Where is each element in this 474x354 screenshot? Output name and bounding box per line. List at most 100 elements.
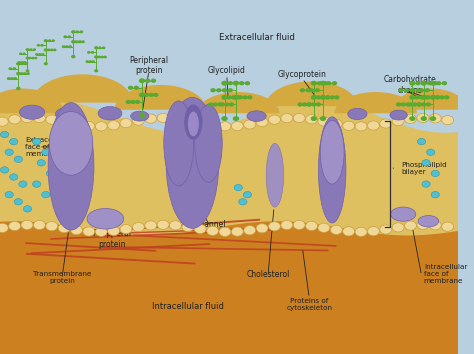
Circle shape	[426, 102, 431, 107]
Circle shape	[417, 102, 422, 107]
Circle shape	[12, 67, 16, 70]
Circle shape	[50, 48, 54, 51]
Circle shape	[427, 149, 435, 155]
Circle shape	[103, 56, 107, 58]
Circle shape	[48, 39, 51, 42]
Circle shape	[320, 81, 326, 86]
Circle shape	[245, 81, 250, 85]
Circle shape	[239, 81, 245, 85]
Circle shape	[367, 121, 379, 130]
Circle shape	[28, 57, 32, 59]
Circle shape	[238, 95, 243, 99]
Circle shape	[430, 116, 436, 121]
Circle shape	[228, 81, 233, 85]
Circle shape	[5, 149, 13, 155]
Text: Cholesterol: Cholesterol	[246, 270, 290, 279]
Circle shape	[0, 131, 9, 138]
Circle shape	[431, 170, 439, 177]
Text: Extracellular fluid: Extracellular fluid	[219, 33, 294, 42]
Circle shape	[62, 45, 65, 48]
Circle shape	[26, 72, 30, 75]
Circle shape	[170, 114, 182, 123]
Circle shape	[64, 35, 67, 38]
Circle shape	[217, 102, 223, 107]
Circle shape	[330, 119, 342, 129]
Ellipse shape	[130, 111, 149, 121]
Circle shape	[16, 87, 20, 90]
Text: Peripheral
protein: Peripheral protein	[129, 56, 168, 75]
Text: Glycoprotein: Glycoprotein	[278, 70, 327, 79]
Circle shape	[422, 181, 430, 187]
Ellipse shape	[166, 97, 219, 228]
Circle shape	[404, 88, 410, 92]
Ellipse shape	[98, 107, 122, 120]
Circle shape	[182, 222, 194, 232]
Text: Carbohydrate
chains: Carbohydrate chains	[383, 75, 437, 95]
Circle shape	[415, 81, 421, 85]
Circle shape	[132, 116, 144, 125]
Circle shape	[231, 121, 243, 131]
Circle shape	[318, 117, 330, 126]
Circle shape	[210, 88, 216, 92]
Polygon shape	[32, 74, 133, 103]
Circle shape	[207, 226, 219, 235]
Text: Peripheral
protein: Peripheral protein	[93, 229, 132, 249]
Circle shape	[422, 160, 430, 166]
Circle shape	[94, 69, 98, 73]
Circle shape	[417, 113, 429, 122]
Circle shape	[419, 88, 424, 92]
Circle shape	[297, 102, 303, 107]
Circle shape	[46, 170, 55, 177]
Circle shape	[302, 102, 308, 107]
Circle shape	[415, 88, 421, 92]
Circle shape	[233, 95, 239, 100]
Circle shape	[83, 227, 95, 236]
Circle shape	[317, 81, 322, 85]
Circle shape	[81, 40, 85, 43]
Polygon shape	[197, 92, 280, 113]
Circle shape	[108, 226, 119, 235]
Circle shape	[25, 62, 28, 65]
Circle shape	[194, 118, 206, 127]
Circle shape	[432, 81, 438, 85]
Circle shape	[435, 95, 440, 99]
Circle shape	[37, 160, 46, 166]
Circle shape	[34, 114, 46, 123]
Circle shape	[34, 221, 46, 230]
Text: Phospholipid
bilayer: Phospholipid bilayer	[401, 162, 447, 175]
Circle shape	[222, 88, 227, 92]
Circle shape	[293, 220, 305, 229]
Circle shape	[396, 102, 401, 107]
Text: Channel: Channel	[195, 220, 227, 229]
Circle shape	[435, 95, 440, 99]
Ellipse shape	[418, 216, 439, 227]
Circle shape	[343, 121, 355, 130]
Circle shape	[78, 40, 82, 43]
Circle shape	[182, 116, 194, 125]
Circle shape	[233, 116, 239, 121]
Circle shape	[36, 44, 40, 47]
Ellipse shape	[19, 105, 45, 119]
Circle shape	[307, 102, 312, 107]
Circle shape	[316, 95, 321, 99]
Circle shape	[145, 114, 157, 123]
Circle shape	[29, 48, 33, 51]
Circle shape	[268, 115, 281, 124]
Circle shape	[35, 53, 39, 56]
Circle shape	[71, 120, 82, 129]
Circle shape	[47, 48, 51, 51]
Circle shape	[157, 220, 169, 229]
Circle shape	[326, 81, 331, 85]
Circle shape	[67, 35, 71, 38]
Polygon shape	[0, 88, 64, 113]
Circle shape	[58, 223, 70, 233]
Circle shape	[239, 199, 247, 205]
Circle shape	[224, 102, 229, 107]
Circle shape	[9, 174, 18, 180]
Circle shape	[42, 192, 50, 198]
Circle shape	[98, 46, 102, 49]
Circle shape	[53, 48, 56, 51]
Circle shape	[75, 30, 79, 33]
Circle shape	[100, 56, 104, 58]
Circle shape	[405, 102, 410, 107]
